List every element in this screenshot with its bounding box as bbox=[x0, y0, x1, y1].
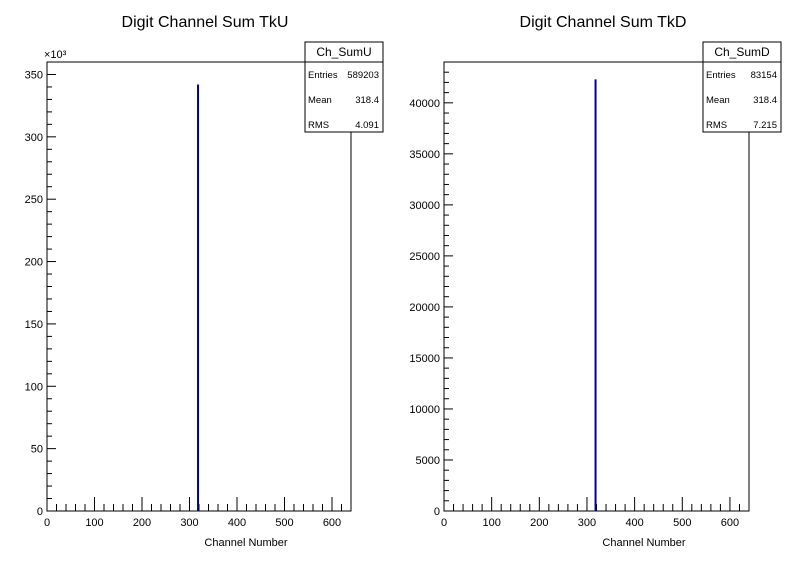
stats-box bbox=[304, 41, 384, 133]
x-tick-label: 400 bbox=[228, 517, 246, 529]
x-tick-label: 600 bbox=[721, 517, 739, 529]
x-tick-label: 100 bbox=[85, 517, 103, 529]
stats-box-title: Ch_SumU bbox=[316, 45, 371, 59]
x-tick-label: 400 bbox=[625, 517, 643, 529]
x-tick-label: 300 bbox=[180, 517, 198, 529]
stats-row-value: 318.4 bbox=[753, 95, 777, 106]
chart-title: Digit Channel Sum TkU bbox=[122, 14, 289, 31]
y-tick-label: 50 bbox=[31, 444, 43, 456]
y-tick-label: 0 bbox=[37, 506, 43, 518]
x-tick-label: 600 bbox=[323, 517, 341, 529]
x-tick-label: 0 bbox=[44, 517, 50, 529]
stats-row-label: RMS bbox=[308, 120, 329, 131]
histogram-panel-tkd: Digit Channel Sum TkD 0 100 200 300 400 500 600… bbox=[409, 14, 782, 549]
chart-title: Digit Channel Sum TkD bbox=[520, 14, 687, 31]
y-tick-label: 150 bbox=[25, 319, 43, 331]
y-exponent-label: ×10³ bbox=[44, 49, 67, 61]
x-axis-label: Channel Number bbox=[602, 537, 685, 549]
y-tick-label: 100 bbox=[25, 381, 43, 393]
y-tick-label: 0 bbox=[434, 506, 440, 518]
x-tick-label: 0 bbox=[441, 517, 447, 529]
y-tick-label: 25000 bbox=[409, 251, 440, 263]
stats-box-title: Ch_SumD bbox=[714, 45, 770, 59]
stats-row-label: Entries bbox=[308, 70, 338, 81]
y-tick-label: 20000 bbox=[409, 302, 440, 314]
y-tick-label: 250 bbox=[25, 194, 43, 206]
stats-row-value: 7.215 bbox=[753, 120, 777, 131]
y-tick-label: 5000 bbox=[416, 455, 440, 467]
y-tick-label: 40000 bbox=[409, 98, 440, 110]
x-tick-label: 300 bbox=[578, 517, 596, 529]
y-tick-label: 350 bbox=[25, 69, 43, 81]
x-tick-label: 500 bbox=[673, 517, 691, 529]
stats-row-label: Mean bbox=[706, 95, 730, 106]
y-tick-label: 10000 bbox=[409, 404, 440, 416]
stats-row-value: 83154 bbox=[751, 70, 777, 81]
stats-box bbox=[702, 41, 782, 133]
x-axis-label: Channel Number bbox=[204, 537, 287, 549]
stats-row-value: 4.091 bbox=[355, 120, 379, 131]
x-tick-label: 100 bbox=[482, 517, 500, 529]
stats-row-label: Entries bbox=[706, 70, 736, 81]
y-tick-label: 300 bbox=[25, 132, 43, 144]
y-tick-label: 200 bbox=[25, 257, 43, 269]
stats-row-label: RMS bbox=[706, 120, 727, 131]
stats-row-label: Mean bbox=[308, 95, 332, 106]
x-tick-label: 500 bbox=[275, 517, 293, 529]
x-tick-label: 200 bbox=[530, 517, 548, 529]
y-tick-label: 30000 bbox=[409, 200, 440, 212]
stats-row-value: 589203 bbox=[347, 70, 379, 81]
y-tick-label: 35000 bbox=[409, 149, 440, 161]
y-tick-label: 15000 bbox=[409, 353, 440, 365]
x-tick-label: 200 bbox=[133, 517, 151, 529]
stats-row-value: 318.4 bbox=[355, 95, 379, 106]
